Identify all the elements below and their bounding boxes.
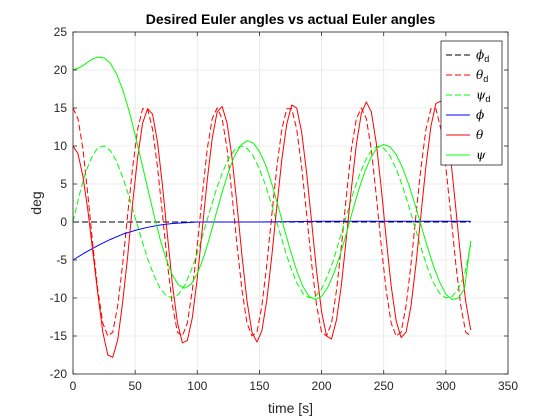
- legend-label-5: ψ: [476, 148, 486, 162]
- legend-label-3: ϕ: [476, 108, 484, 122]
- x-tick-label: 300: [436, 379, 456, 393]
- chart-title: Desired Euler angles vs actual Euler ang…: [146, 11, 436, 27]
- legend-label-main: θ: [476, 128, 484, 142]
- y-tick-label: 20: [54, 63, 68, 77]
- legend-box: [441, 41, 502, 165]
- y-tick-label: 0: [60, 215, 67, 229]
- y-tick-label: -20: [50, 367, 68, 381]
- legend-label-subscript: d: [483, 74, 488, 84]
- x-tick-label: 100: [187, 379, 207, 393]
- x-tick-label: 50: [128, 379, 142, 393]
- x-tick-label: 200: [312, 379, 332, 393]
- y-tick-label: 10: [54, 139, 68, 153]
- y-tick-label: -5: [56, 253, 67, 267]
- y-tick-label: -15: [50, 329, 68, 343]
- y-tick-label: -10: [50, 291, 68, 305]
- x-axis-label: time [s]: [268, 400, 313, 416]
- y-axis-label: deg: [28, 191, 44, 214]
- x-tick-label: 150: [249, 379, 269, 393]
- y-tick-label: 5: [60, 177, 67, 191]
- x-tick-label: 0: [70, 379, 77, 393]
- y-tick-label: 25: [54, 25, 68, 39]
- x-tick-label: 250: [374, 379, 394, 393]
- y-tick-label: 15: [54, 101, 68, 115]
- legend-label-4: θ: [476, 128, 484, 142]
- legend-label-main: ϕ: [476, 48, 484, 62]
- legend-label-main: ϕ: [476, 108, 484, 122]
- x-tick-label: 350: [498, 379, 518, 393]
- legend-label-subscript: d: [484, 54, 489, 64]
- legend-label-subscript: d: [485, 94, 490, 104]
- legend-label-main: ψ: [476, 148, 486, 162]
